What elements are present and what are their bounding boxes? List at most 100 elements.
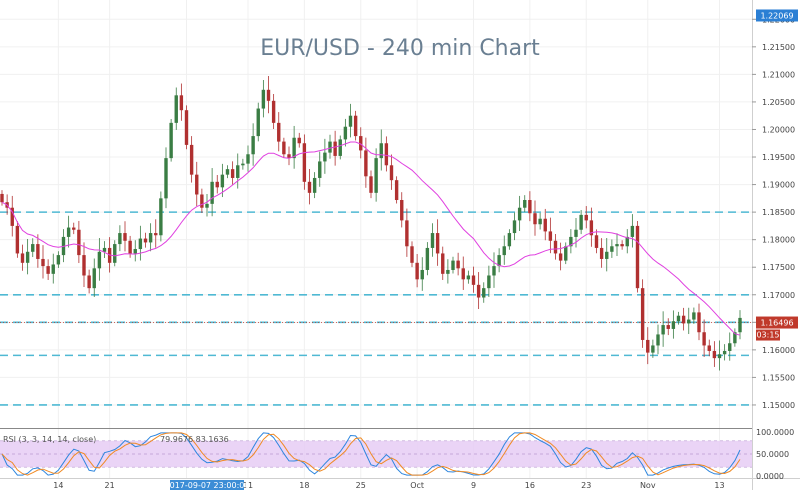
- candle-body: [687, 319, 691, 324]
- candle-body: [456, 260, 460, 269]
- svg-text:1.16496: 1.16496: [760, 319, 793, 328]
- candle-body: [564, 246, 568, 261]
- candle-body: [292, 137, 296, 159]
- price-tick-label: 1.15000: [762, 401, 795, 410]
- candle-body: [523, 200, 527, 208]
- candle-body: [251, 136, 255, 155]
- crosshair-date: 2017-09-07 23:00:00: [165, 480, 250, 490]
- candle-body: [553, 240, 558, 254]
- candle-body: [594, 235, 599, 248]
- candle-body: [277, 122, 281, 142]
- candle-body: [441, 253, 445, 274]
- candle-body: [287, 154, 291, 159]
- time-tick-label: 21: [105, 481, 115, 490]
- candle-body: [707, 345, 711, 351]
- candle-body: [128, 240, 132, 254]
- candle-body: [343, 126, 348, 140]
- candle-body: [625, 236, 629, 247]
- time-tick-label: 9: [471, 481, 476, 490]
- candle-body: [466, 275, 471, 280]
- candle-body: [20, 253, 25, 263]
- candle-body: [656, 334, 660, 346]
- candle-body: [353, 115, 358, 137]
- candle-body: [599, 247, 604, 259]
- candle-body: [261, 89, 266, 109]
- candle-body: [230, 169, 235, 178]
- candle-body: [394, 180, 399, 201]
- price-tick-label: 1.21000: [762, 70, 795, 79]
- time-tick-label: 13: [714, 481, 724, 490]
- candle-body: [410, 246, 414, 263]
- time-tick-label: Nov: [640, 481, 656, 490]
- candle-body: [722, 350, 727, 355]
- candle-body: [533, 213, 537, 225]
- rsi-label: RSI (3, 3, 14, 14, close): [3, 435, 96, 444]
- candle-body: [676, 315, 681, 322]
- candle-body: [312, 177, 317, 193]
- candle-body: [374, 158, 378, 193]
- candle-body: [420, 269, 424, 280]
- chart-title: EUR/USD - 240 min Chart: [260, 36, 540, 61]
- time-tick-label: 25: [356, 481, 366, 490]
- candle-body: [359, 136, 363, 151]
- rsi-tick-label: 100.0000: [756, 428, 794, 437]
- svg-text:1.22069: 1.22069: [760, 11, 793, 20]
- price-tick-label: 1.16000: [762, 346, 795, 355]
- candle-body: [123, 233, 127, 241]
- price-panel-bg: [0, 0, 752, 427]
- top-price-tag: 1.22069: [756, 9, 798, 22]
- candle-body: [87, 275, 91, 289]
- candle-body: [471, 275, 476, 285]
- candle-body: [282, 141, 286, 155]
- candle-body: [615, 244, 619, 247]
- candle-body: [646, 339, 650, 353]
- candle-body: [236, 165, 240, 178]
- candle-body: [72, 227, 76, 230]
- candle-body: [692, 312, 696, 320]
- time-axis: 1421Sep111825Oct91623Nov13: [53, 481, 724, 490]
- rsi-tick-label: 0.0000: [756, 472, 784, 481]
- candle-body: [620, 244, 624, 247]
- candle-body: [369, 176, 373, 193]
- candle-body: [389, 165, 394, 181]
- rsi-series-1: [1, 432, 741, 476]
- candle-body: [323, 152, 327, 162]
- candle-body: [148, 233, 153, 243]
- candle-body: [210, 181, 214, 204]
- candle-body: [246, 154, 250, 164]
- candle-body: [102, 247, 107, 252]
- candle-body: [143, 238, 148, 243]
- candle-body: [528, 200, 532, 214]
- last-price-tag: 1.16496 03:15: [756, 316, 798, 341]
- candle-body: [164, 158, 168, 199]
- candle-body: [169, 122, 173, 159]
- candle-body: [56, 255, 61, 265]
- rsi-band: [0, 440, 752, 468]
- moving-average: [1, 141, 741, 336]
- candle-body: [717, 354, 722, 359]
- price-tick-label: 1.19000: [762, 181, 795, 190]
- candle-body: [548, 231, 553, 241]
- candle-body: [205, 203, 209, 208]
- candle-body: [302, 143, 307, 182]
- candle-body: [66, 227, 71, 237]
- price-tick-label: 1.17500: [762, 263, 795, 272]
- candle-body: [733, 332, 737, 344]
- candle-body: [451, 260, 455, 270]
- candle-body: [328, 141, 332, 153]
- svg-text:2017-09-07 23:00:00: 2017-09-07 23:00:00: [165, 481, 250, 490]
- candle-body: [512, 220, 517, 234]
- price-tick-label: 1.21500: [762, 43, 795, 52]
- rsi-lines: [1, 432, 741, 476]
- candle-body: [476, 284, 481, 298]
- candle-body: [425, 247, 430, 270]
- price-tick-label: 1.15500: [762, 373, 795, 382]
- candle-body: [364, 150, 368, 177]
- candle-body: [697, 312, 701, 333]
- candle-body: [133, 249, 137, 254]
- svg-text:03:15: 03:15: [756, 331, 779, 340]
- time-tick-label: 18: [299, 481, 309, 490]
- candle-body: [415, 262, 419, 280]
- candle-body: [610, 246, 614, 252]
